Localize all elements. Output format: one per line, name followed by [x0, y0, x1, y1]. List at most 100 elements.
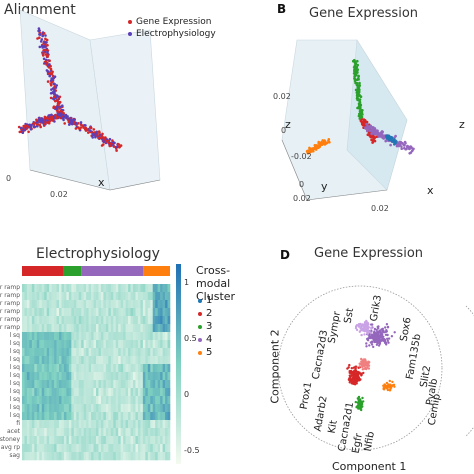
heatmap-cell: [44, 356, 47, 365]
heatmap-cell: [110, 292, 114, 301]
heatmap-cell: [83, 364, 87, 373]
heatmap-cell: [137, 308, 141, 317]
heatmap-cell: [128, 396, 131, 405]
gene-expression-point: [50, 115, 54, 119]
tick-label: 0: [281, 126, 287, 135]
heatmap-cell: [86, 332, 89, 341]
heatmap-cell: [123, 404, 126, 413]
heatmap-cell: [157, 348, 161, 357]
heatmap-cell: [39, 292, 43, 301]
heatmap-cell: [91, 404, 94, 413]
cell-point: [361, 368, 364, 371]
heatmap-cell: [22, 300, 25, 309]
heatmap-cell: [88, 420, 92, 429]
heatmap-cell: [167, 332, 171, 341]
heatmap-cell: [44, 420, 47, 429]
heatmap-cell: [150, 324, 154, 333]
heatmap-cell: [128, 404, 131, 413]
heatmap-cell: [88, 316, 92, 325]
heatmap-cell: [71, 308, 75, 317]
heatmap-cell: [150, 356, 154, 365]
heatmap-cell: [152, 348, 156, 357]
cell-point: [370, 323, 373, 326]
heatmap-cell: [71, 316, 75, 325]
electrophysiology-point: [61, 104, 64, 107]
heatmap-cell: [22, 404, 25, 413]
heatmap-cell: [142, 316, 146, 325]
gene-expression-point: [42, 51, 45, 55]
heatmap-cell: [71, 284, 75, 293]
heatmap-cell: [73, 436, 77, 445]
gene-expression-point: [85, 128, 89, 131]
cell-point: [412, 147, 415, 151]
heatmap-cell: [29, 332, 33, 341]
heatmap-cell: [123, 284, 126, 293]
heatmap-cell: [73, 364, 77, 373]
heatmap-cell: [83, 372, 87, 381]
heatmap-cell: [113, 452, 117, 461]
electrophysiology-point: [44, 34, 47, 37]
tick-label: 0.02: [273, 92, 291, 101]
y-axis-label: Component 2: [268, 329, 282, 404]
panel-a-legend: Gene Expression Electrophysiology: [128, 16, 216, 40]
cell-point: [363, 359, 367, 362]
cell-point: [375, 339, 378, 343]
heatmap-cell: [88, 356, 92, 365]
heatmap-cell: [165, 348, 168, 357]
heatmap-cell: [160, 396, 163, 405]
gene-expression-point: [44, 60, 48, 63]
heatmap-cell: [86, 356, 89, 365]
cell-point: [384, 139, 387, 143]
heatmap-cell: [110, 332, 114, 341]
heatmap-cell: [120, 364, 124, 373]
heatmap-cell: [108, 332, 112, 341]
heatmap-cell: [142, 436, 146, 445]
heatmap-cell: [167, 356, 171, 365]
heatmap-cell: [100, 380, 104, 389]
heatmap-cell: [24, 404, 28, 413]
electrophysiology-point: [53, 116, 56, 120]
heatmap-cell: [26, 284, 30, 293]
heatmap-cell: [88, 428, 92, 437]
heatmap-cell: [162, 340, 166, 349]
heatmap-cell: [160, 412, 163, 421]
heatmap-cell: [125, 332, 129, 341]
heatmap-cell: [147, 348, 151, 357]
heatmap-cell: [71, 404, 75, 413]
heatmap-cell: [130, 388, 134, 397]
heatmap-cell: [105, 316, 109, 325]
cluster-legend: 1 2 3 4 5: [198, 294, 212, 359]
heatmap-cell: [150, 404, 154, 413]
heatmap-cell: [98, 428, 102, 437]
heatmap-cell: [36, 428, 40, 437]
heatmap-cell: [24, 284, 28, 293]
gene-expression-point: [46, 55, 49, 58]
heatmap-cell: [76, 300, 80, 309]
heatmap-cell: [157, 356, 161, 365]
heatmap-cell: [145, 356, 149, 365]
heatmap-cell: [130, 316, 134, 325]
cell-point: [355, 65, 359, 69]
heatmap-cell: [81, 388, 84, 397]
heatmap-cell: [56, 388, 60, 397]
heatmap-cell: [36, 388, 40, 397]
heatmap-cell: [167, 324, 171, 333]
heatmap-cell: [44, 316, 47, 325]
heatmap-cell: [147, 340, 151, 349]
heatmap-cell: [165, 300, 168, 309]
heatmap-cell: [155, 292, 158, 301]
cell-point: [371, 141, 374, 144]
heatmap-cell: [108, 380, 112, 389]
electrophysiology-point: [91, 132, 95, 136]
heatmap-cell: [120, 380, 124, 389]
panel-a-plot: [17, 9, 161, 191]
heatmap-cell: [61, 292, 65, 301]
heatmap-cell: [145, 284, 149, 293]
heatmap-cell: [68, 428, 72, 437]
heatmap-cell: [29, 380, 33, 389]
heatmap-cell: [78, 388, 82, 397]
heatmap-cell: [110, 444, 114, 453]
heatmap-cell: [26, 324, 30, 333]
heatmap-cell: [76, 444, 80, 453]
cell-point: [357, 398, 360, 401]
